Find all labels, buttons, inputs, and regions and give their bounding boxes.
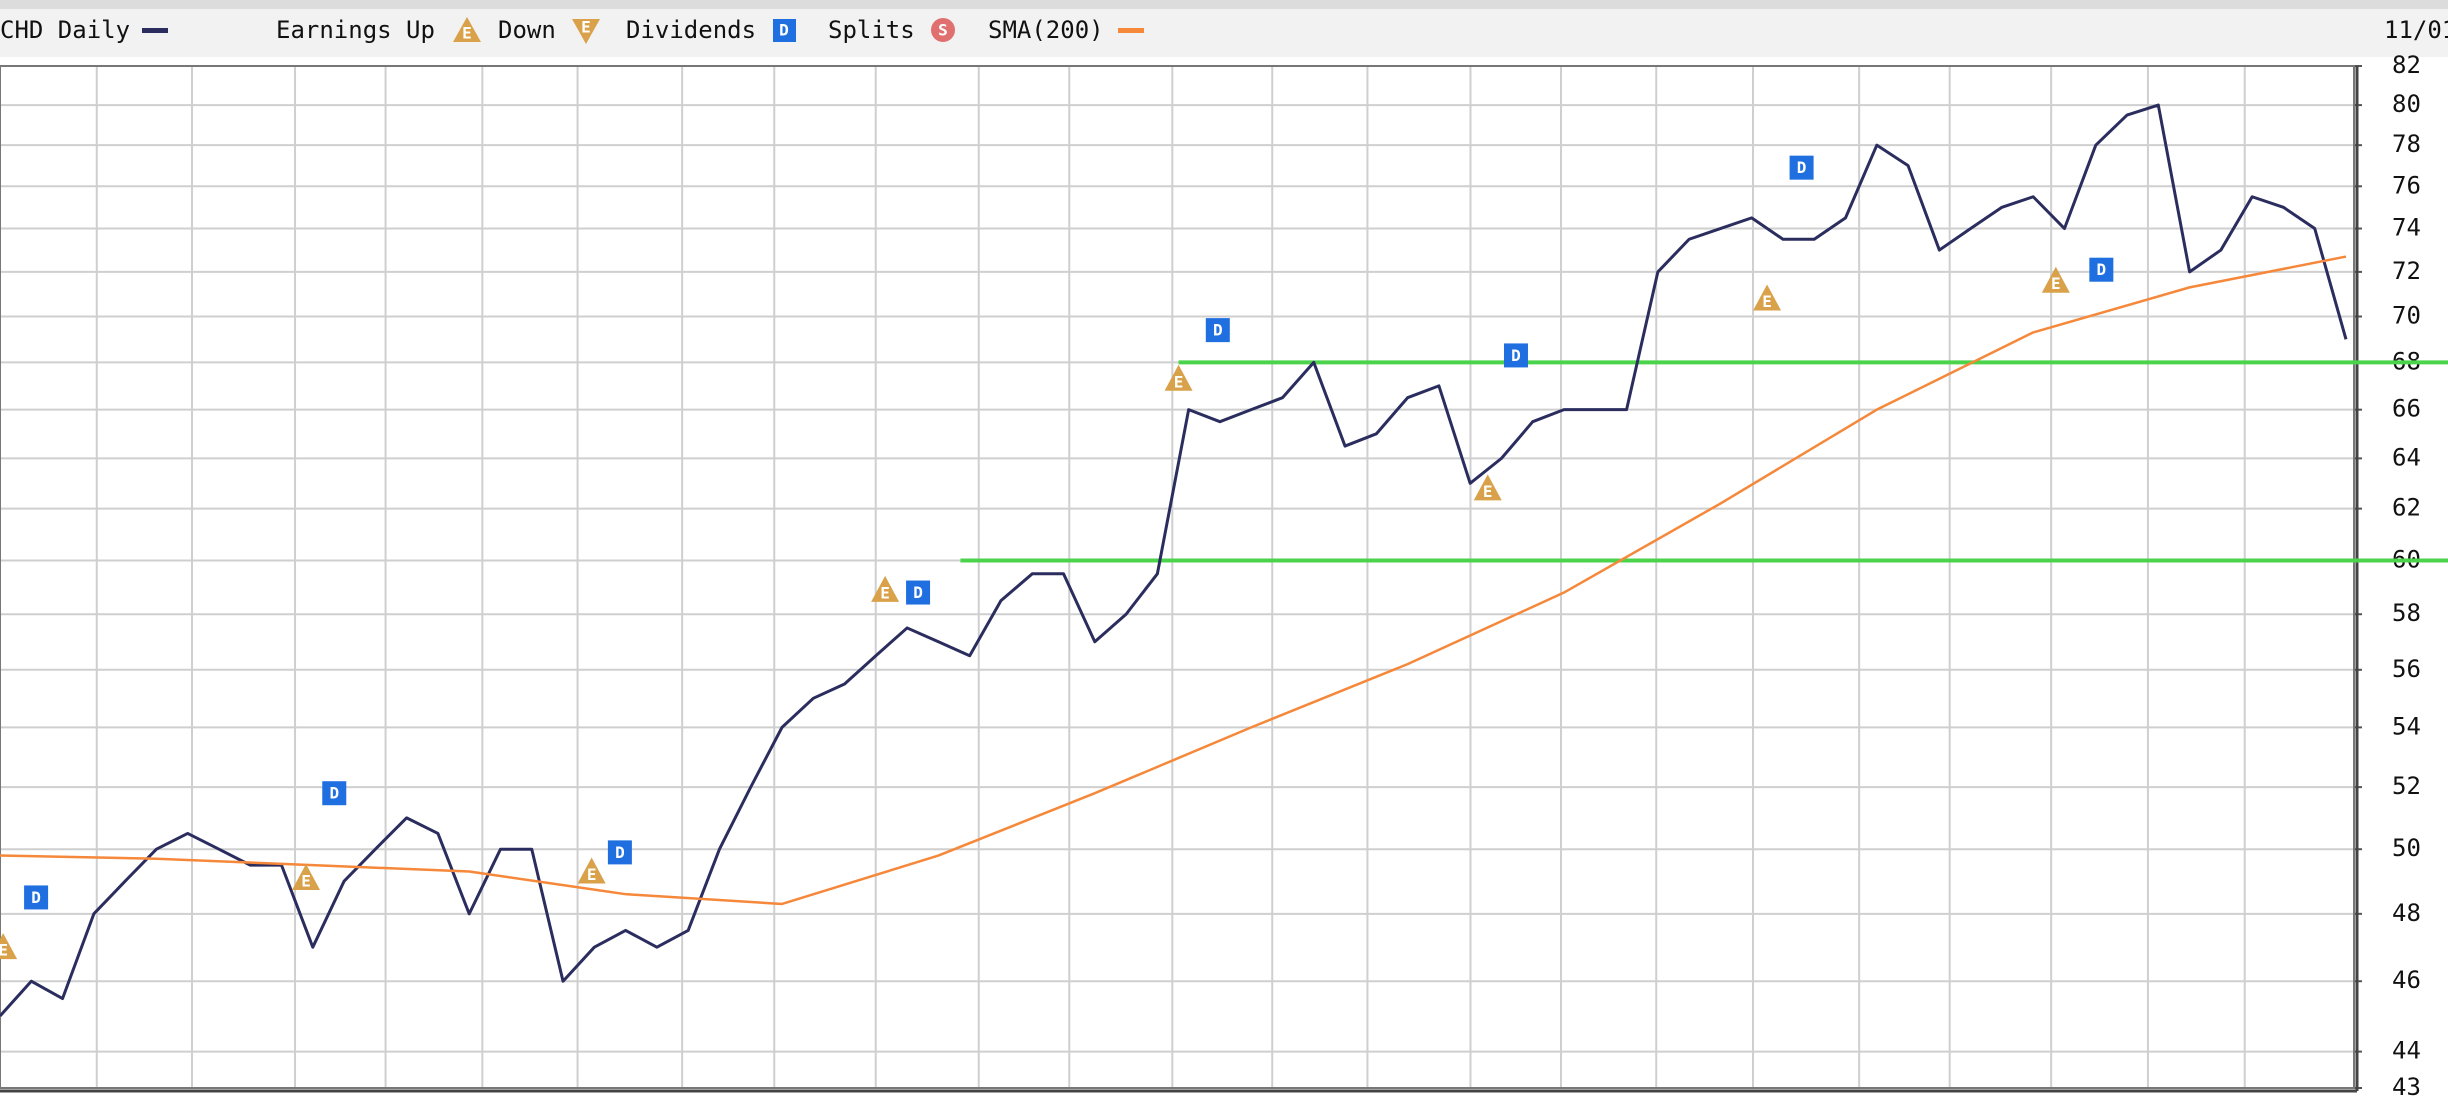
y-tick-label: 56 <box>2392 655 2421 683</box>
dividend-marker <box>24 885 49 910</box>
dividend-letter: D <box>1511 346 1521 365</box>
legend-sma: SMA(200) <box>988 16 1104 44</box>
y-tick-label: 44 <box>2392 1037 2421 1065</box>
earnings-marker <box>292 863 321 890</box>
legend-splits: Splits <box>828 16 915 44</box>
earnings-letter: E <box>2051 274 2061 293</box>
earnings-marker <box>1753 284 1782 311</box>
legend-down-letter: E <box>581 18 591 37</box>
earnings-letter: E <box>1174 372 1184 391</box>
legend-earnings-up: Earnings Up <box>276 16 435 44</box>
y-tick-label: 54 <box>2392 712 2421 740</box>
legend: CHD Daily Earnings Up E Down E Dividends… <box>0 16 2448 44</box>
y-tick-label: 76 <box>2392 171 2421 199</box>
y-tick-label: 74 <box>2392 214 2421 242</box>
dividend-marker <box>1503 343 1528 368</box>
earnings-letter: E <box>880 583 890 602</box>
dividend-letter: D <box>615 843 625 862</box>
y-tick-label: 64 <box>2392 443 2421 471</box>
legend-split-letter: S <box>938 21 948 40</box>
earnings-letter: E <box>0 941 8 960</box>
legend-down-icon <box>572 19 600 44</box>
earnings-marker <box>577 857 606 884</box>
y-tick-label: 43 <box>2392 1073 2421 1101</box>
dividend-letter: D <box>2097 260 2107 279</box>
earnings-marker <box>871 575 900 602</box>
plot-frame <box>0 65 2355 1089</box>
legend-down: Down <box>498 16 556 44</box>
legend-div-letter: D <box>779 21 789 40</box>
earnings-marker <box>1164 364 1193 391</box>
y-tick-label: 52 <box>2392 772 2421 800</box>
y-tick-label: 70 <box>2392 302 2421 330</box>
dividend-marker <box>322 781 347 806</box>
y-tick-label: 82 <box>2392 51 2421 79</box>
legend-sma-icon <box>1118 28 1144 33</box>
y-tick-label: 48 <box>2392 899 2421 927</box>
y-tick-label: 58 <box>2392 599 2421 627</box>
dividend-marker <box>906 580 931 605</box>
earnings-marker <box>2041 266 2070 293</box>
y-tick-label: 66 <box>2392 395 2421 423</box>
earnings-letter: E <box>1762 292 1772 311</box>
dividend-marker <box>607 840 632 865</box>
legend-split-icon <box>931 18 955 42</box>
earnings-letter: E <box>301 871 311 890</box>
dividend-letter: D <box>913 583 923 602</box>
dividend-letter: D <box>31 888 41 907</box>
plot: 4344464850525456586062646668707274767880… <box>0 51 2448 1101</box>
y-tick-label: 62 <box>2392 494 2421 522</box>
earnings-letter: E <box>587 865 597 884</box>
legend-price-icon <box>142 28 168 33</box>
y-tick-label: 72 <box>2392 257 2421 285</box>
legend-bar <box>0 9 2448 57</box>
y-tick-label: 80 <box>2392 90 2421 118</box>
earnings-marker <box>1473 474 1502 501</box>
y-tick-label: 50 <box>2392 834 2421 862</box>
y-tick-label: 78 <box>2392 130 2421 158</box>
sma-line <box>0 255 2347 906</box>
dividend-letter: D <box>1797 158 1807 177</box>
legend-dividends: Dividends <box>626 16 756 44</box>
earnings-marker <box>0 933 18 960</box>
earnings-letter: E <box>1483 482 1493 501</box>
y-tick-label: 46 <box>2392 966 2421 994</box>
legend-up-icon <box>453 17 481 42</box>
dividend-marker <box>2089 257 2114 282</box>
dividend-letter: D <box>1213 321 1223 340</box>
price-line <box>0 103 2348 1018</box>
dividend-marker <box>1205 318 1230 343</box>
dividend-marker <box>1789 155 1814 180</box>
date-label: 11/01 <box>2384 16 2448 44</box>
legend-price: CHD Daily <box>0 16 130 44</box>
dividend-letter: D <box>329 784 339 803</box>
legend-up-letter: E <box>462 24 472 43</box>
legend-div-icon <box>773 19 796 42</box>
top-strip <box>0 0 2448 9</box>
